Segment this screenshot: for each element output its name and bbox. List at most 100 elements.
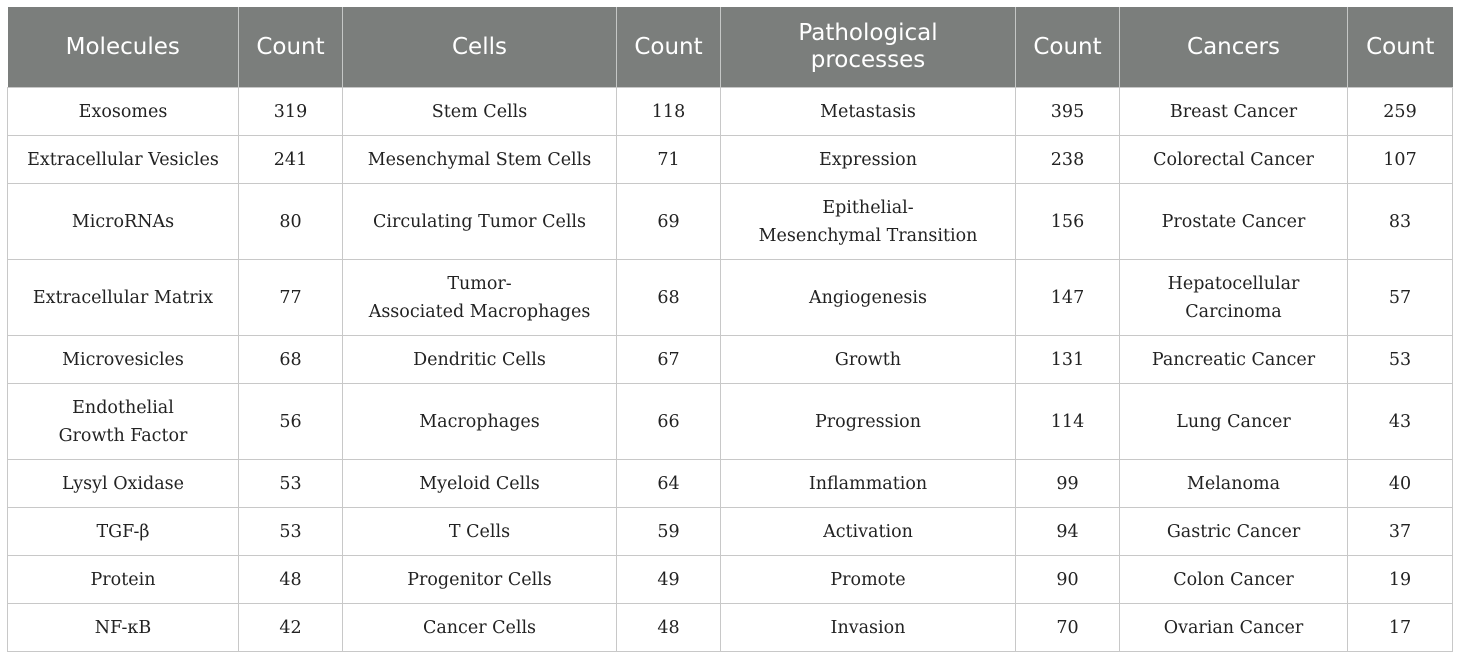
cell-molecule-count: 42 [238,603,343,652]
table-row: Extracellular Matrix 77 Tumor- Associated … [7,259,1453,336]
cell-process: Growth [720,335,1016,384]
table-row: Microvesicles 68 Dendritic Cells 67 Growth 13… [7,335,1453,384]
cell-cell-type: T Cells [342,507,617,556]
cell-process: Invasion [720,603,1016,652]
cell-molecule: Endothelial Growth Factor [7,383,239,460]
cell-molecule-count: 319 [238,87,343,136]
cell-process-count: 147 [1015,259,1120,336]
cell-molecule: Extracellular Matrix [7,259,239,336]
cell-cell-type: Progenitor Cells [342,555,617,604]
cell-cell-count: 49 [616,555,721,604]
cell-process: Inflammation [720,459,1016,508]
cell-cancer-count: 40 [1347,459,1453,508]
header-cancers-count: Count [1347,7,1453,88]
cell-cancer-count: 259 [1347,87,1453,136]
cell-cancer: Breast Cancer [1119,87,1348,136]
cell-process: Angiogenesis [720,259,1016,336]
cell-cancer-count: 43 [1347,383,1453,460]
cell-cancer: Ovarian Cancer [1119,603,1348,652]
cell-cancer: Gastric Cancer [1119,507,1348,556]
table-row: TGF-β 53 T Cells 59 Activation 94 Gastric Canc… [7,507,1453,556]
cell-cell-type: Circulating Tumor Cells [342,183,617,260]
table-row: Extracellular Vesicles 241 Mesenchymal Ste… [7,135,1453,184]
cell-process: Progression [720,383,1016,460]
cell-cell-type: Stem Cells [342,87,617,136]
header-row: Molecules Count Cells Count Pathological… [7,7,1453,88]
cell-cancer-count: 17 [1347,603,1453,652]
cell-cancer: Melanoma [1119,459,1348,508]
cell-cancer: Pancreatic Cancer [1119,335,1348,384]
cell-process: Expression [720,135,1016,184]
cell-cancer-count: 53 [1347,335,1453,384]
cell-molecule: Lysyl Oxidase [7,459,239,508]
header-processes-count: Count [1015,7,1120,88]
cell-process-count: 99 [1015,459,1120,508]
table-row: Lysyl Oxidase 53 Myeloid Cells 64 Inflammati… [7,459,1453,508]
header-cancers: Cancers [1119,7,1348,88]
cell-process-count: 114 [1015,383,1120,460]
cell-process-count: 131 [1015,335,1120,384]
cell-cell-count: 118 [616,87,721,136]
cell-process-count: 90 [1015,555,1120,604]
cell-cancer: Lung Cancer [1119,383,1348,460]
cell-cell-type: Macrophages [342,383,617,460]
cell-molecule: MicroRNAs [7,183,239,260]
cell-process: Epithelial- Mesenchymal Transition [720,183,1016,260]
cell-process-count: 156 [1015,183,1120,260]
cell-cell-type: Cancer Cells [342,603,617,652]
cell-cancer-count: 107 [1347,135,1453,184]
cell-molecule-count: 77 [238,259,343,336]
cell-cancer: Colon Cancer [1119,555,1348,604]
header-molecules-count: Count [238,7,343,88]
cell-cancer: Prostate Cancer [1119,183,1348,260]
cell-process-count: 238 [1015,135,1120,184]
cell-process-count: 94 [1015,507,1120,556]
cell-molecule-count: 241 [238,135,343,184]
cell-molecule: Microvesicles [7,335,239,384]
cell-molecule: TGF-β [7,507,239,556]
header-molecules: Molecules [7,7,239,88]
cell-process: Activation [720,507,1016,556]
cell-process: Metastasis [720,87,1016,136]
cell-cell-count: 71 [616,135,721,184]
cell-molecule: Exosomes [7,87,239,136]
cell-cell-count: 48 [616,603,721,652]
cell-molecule-count: 80 [238,183,343,260]
cell-cell-type: Mesenchymal Stem Cells [342,135,617,184]
cell-molecule: Protein [7,555,239,604]
cell-molecule-count: 56 [238,383,343,460]
cell-cancer-count: 37 [1347,507,1453,556]
cell-cell-count: 66 [616,383,721,460]
cell-cell-type: Myeloid Cells [342,459,617,508]
cell-cancer-count: 83 [1347,183,1453,260]
header-cells: Cells [342,7,617,88]
cell-molecule: NF-κB [7,603,239,652]
cell-molecule-count: 68 [238,335,343,384]
cell-cell-count: 64 [616,459,721,508]
cell-cancer-count: 19 [1347,555,1453,604]
data-table: Molecules Count Cells Count Pathological… [7,7,1453,652]
cell-process: Promote [720,555,1016,604]
table-row: Endothelial Growth Factor 56 Macrophages 66… [7,383,1453,460]
table-row: MicroRNAs 80 Circulating Tumor Cells 69 Epit… [7,183,1453,260]
cell-cancer: Hepatocellular Carcinoma [1119,259,1348,336]
cell-cell-count: 67 [616,335,721,384]
header-pathological-processes: Pathological processes [720,7,1016,88]
cell-molecule: Extracellular Vesicles [7,135,239,184]
cell-molecule-count: 53 [238,459,343,508]
cell-cell-type: Tumor- Associated Macrophages [342,259,617,336]
cell-process-count: 70 [1015,603,1120,652]
cell-molecule-count: 48 [238,555,343,604]
cell-molecule-count: 53 [238,507,343,556]
cell-cancer-count: 57 [1347,259,1453,336]
table-row: Protein 48 Progenitor Cells 49 Promote 90 Colo… [7,555,1453,604]
table-row: Exosomes 319 Stem Cells 118 Metastasis 395 Bre… [7,87,1453,136]
table-row: NF-κB 42 Cancer Cells 48 Invasion 70 Ovarian C… [7,603,1453,652]
header-cells-count: Count [616,7,721,88]
cell-cell-count: 68 [616,259,721,336]
cell-cell-count: 69 [616,183,721,260]
cell-process-count: 395 [1015,87,1120,136]
cell-cell-type: Dendritic Cells [342,335,617,384]
cell-cell-count: 59 [616,507,721,556]
cell-cancer: Colorectal Cancer [1119,135,1348,184]
